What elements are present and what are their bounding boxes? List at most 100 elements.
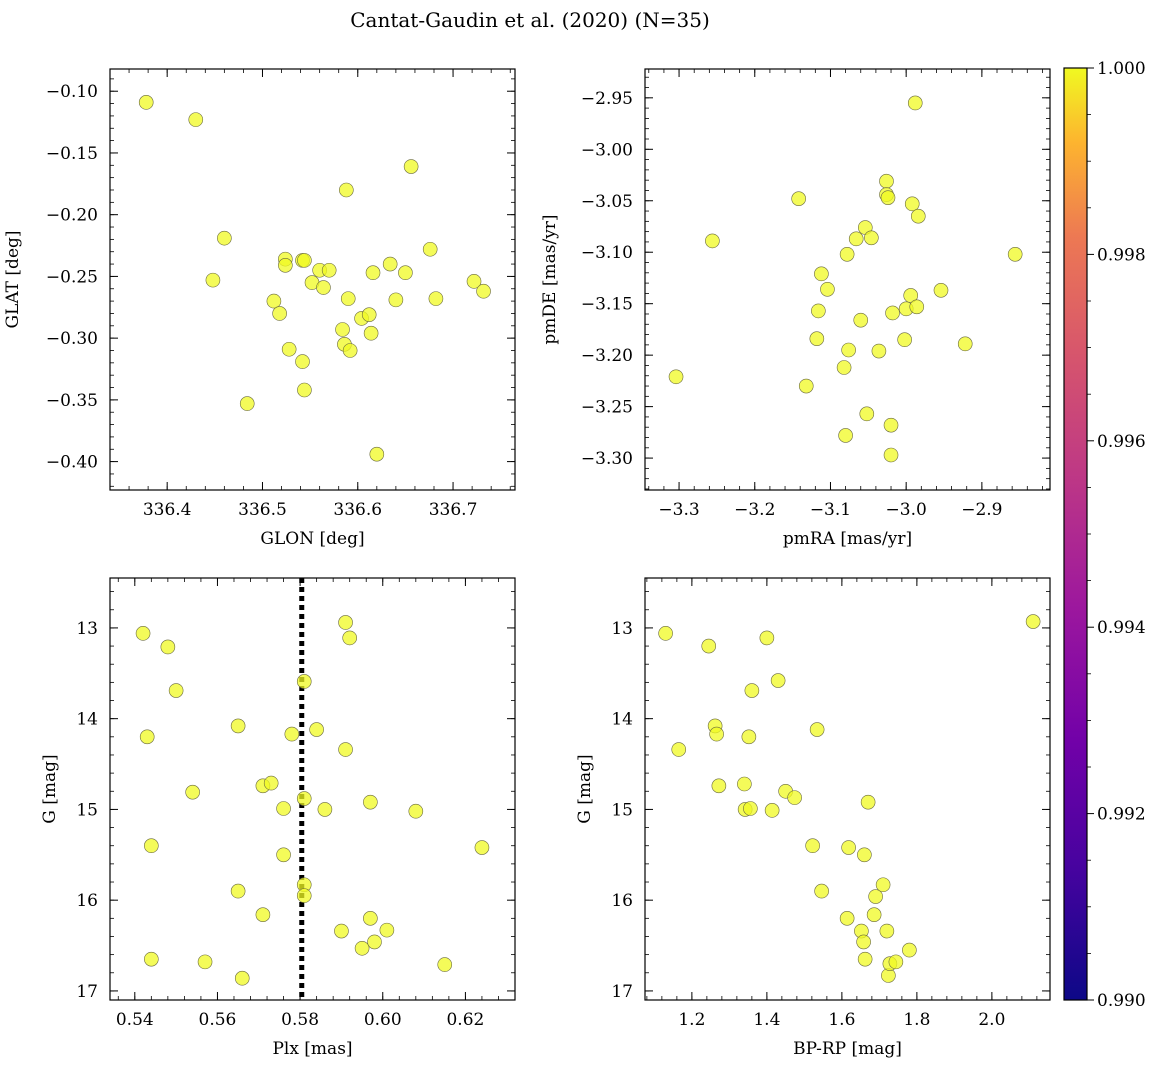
y-axis-label: GLAT [deg]: [3, 230, 23, 328]
colorbar-tick-label: 0.998: [1097, 245, 1146, 265]
data-point: [814, 883, 829, 899]
data-point: [160, 639, 176, 655]
y-tick-label: −2.95: [581, 89, 633, 109]
y-tick-label: −3.15: [581, 295, 633, 315]
y-tick-label: −3.05: [581, 192, 633, 212]
x-tick-label: −3.2: [734, 500, 775, 520]
data-point: [903, 288, 919, 303]
data-point: [309, 722, 324, 737]
data-point: [317, 802, 333, 817]
data-point: [883, 447, 899, 463]
data-point: [398, 265, 413, 281]
x-tick-label: 1.6: [828, 1010, 855, 1030]
data-point: [839, 911, 855, 926]
y-tick-label: −3.20: [581, 346, 633, 366]
data-point: [234, 970, 250, 986]
data-point: [857, 847, 872, 863]
data-point: [856, 934, 871, 950]
data-point: [737, 776, 752, 792]
scatter-points: [658, 614, 1041, 983]
y-tick-label: 15: [611, 800, 633, 820]
y-tick-label: 16: [76, 891, 98, 911]
data-point: [361, 307, 377, 322]
y-tick-label: 14: [611, 710, 633, 730]
scatter-points: [135, 615, 490, 986]
data-point: [379, 922, 395, 938]
data-point: [814, 266, 829, 282]
data-point: [841, 840, 856, 855]
data-point: [230, 718, 246, 734]
data-point: [711, 778, 727, 794]
data-point: [428, 291, 444, 306]
colorbar-tick-label: 0.990: [1097, 991, 1146, 1011]
data-point: [272, 306, 287, 321]
data-point: [705, 233, 720, 249]
data-point: [334, 923, 349, 939]
data-point: [281, 341, 297, 357]
data-point: [871, 343, 887, 359]
data-point: [321, 262, 337, 278]
y-tick-label: −0.40: [46, 453, 98, 473]
data-point: [296, 674, 312, 689]
data-point: [820, 281, 835, 297]
data-point: [668, 369, 684, 385]
data-point: [1025, 614, 1041, 629]
x-axis-label: pmRA [mas/yr]: [783, 529, 912, 549]
data-point: [363, 911, 378, 926]
data-point: [365, 265, 381, 281]
data-point: [809, 722, 825, 737]
y-tick-label: −0.35: [46, 391, 98, 411]
data-point: [897, 332, 912, 348]
y-tick-label: −0.15: [46, 144, 98, 164]
y-tick-label: −3.00: [581, 140, 633, 160]
data-point: [866, 907, 882, 922]
data-point: [466, 274, 482, 289]
data-point: [230, 883, 246, 899]
data-point: [342, 630, 357, 646]
data-point: [933, 283, 949, 298]
data-point: [266, 293, 282, 309]
data-point: [135, 626, 151, 641]
data-point: [139, 729, 155, 745]
data-point: [340, 291, 356, 306]
x-tick-label: 336.6: [333, 500, 382, 520]
data-point: [217, 230, 232, 246]
x-tick-label: 1.2: [678, 1010, 705, 1030]
data-point: [910, 208, 926, 224]
x-tick-label: 0.56: [199, 1010, 237, 1030]
data-point: [239, 396, 255, 411]
data-point: [909, 299, 925, 315]
data-point: [144, 951, 159, 967]
data-point: [741, 729, 757, 745]
y-tick-label: 13: [611, 619, 633, 639]
data-point: [144, 838, 159, 854]
data-point: [369, 446, 385, 462]
data-point: [408, 803, 424, 819]
data-point: [805, 838, 820, 854]
x-tick-label: 2.0: [978, 1010, 1005, 1030]
y-tick-label: −0.10: [46, 82, 98, 102]
x-tick-label: 1.4: [753, 1010, 780, 1030]
data-point: [885, 305, 900, 321]
scatter-points: [138, 95, 491, 462]
data-point: [168, 683, 184, 698]
data-point: [791, 191, 806, 206]
data-point: [363, 325, 379, 341]
data-point: [296, 888, 312, 903]
colorbar-gradient: [1063, 67, 1088, 1001]
x-tick-label: 0.60: [364, 1010, 402, 1030]
panel-1: 336.4 336.5 336.6 336.7 −0.10 −0.15 −0.20 −0.25…: [3, 68, 516, 549]
x-tick-label: 336.7: [429, 500, 478, 520]
data-point: [709, 726, 724, 742]
plot-frame: [109, 577, 516, 1001]
data-point: [354, 940, 370, 956]
data-point: [437, 957, 453, 972]
y-tick-label: 14: [76, 710, 98, 730]
x-tick-label: 1.8: [903, 1010, 930, 1030]
data-point: [138, 95, 154, 110]
data-point: [888, 954, 904, 970]
y-tick-label: −0.20: [46, 206, 98, 226]
data-point: [770, 673, 786, 688]
data-point: [836, 360, 852, 375]
data-point: [339, 182, 354, 198]
